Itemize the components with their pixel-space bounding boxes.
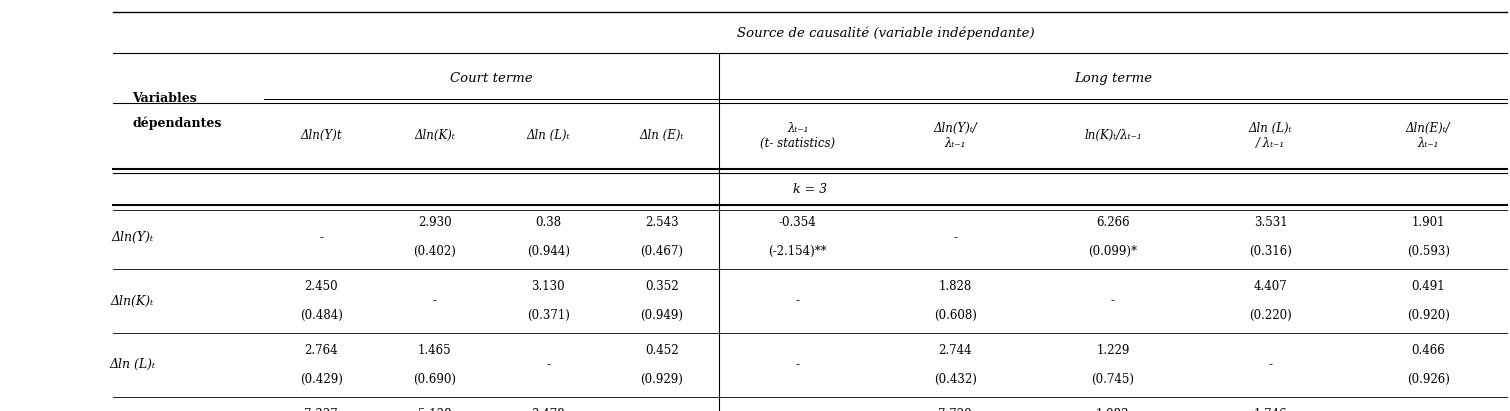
Text: (0.099)*: (0.099)*: [1089, 245, 1137, 258]
Text: -: -: [547, 358, 550, 371]
Text: Δln (L)ₜ
/ λₜ₋₁: Δln (L)ₜ / λₜ₋₁: [1249, 122, 1293, 150]
Text: Δln(Y)ₜ/
λₜ₋₁: Δln(Y)ₜ/ λₜ₋₁: [933, 122, 977, 150]
Text: (0.929): (0.929): [640, 373, 684, 386]
Text: (0.429): (0.429): [299, 373, 343, 386]
Text: (0.926): (0.926): [1407, 373, 1450, 386]
Text: λₜ₋₁
(t- statistics): λₜ₋₁ (t- statistics): [760, 122, 835, 150]
Text: Variables: Variables: [133, 92, 196, 105]
Text: 1.901: 1.901: [1412, 217, 1445, 229]
Text: (0.944): (0.944): [527, 245, 569, 258]
Text: 0.466: 0.466: [1412, 344, 1445, 357]
Text: 3.531: 3.531: [1253, 217, 1288, 229]
Text: Δln (L)ₜ: Δln (L)ₜ: [109, 358, 156, 371]
Text: -: -: [953, 231, 957, 244]
Text: Δln(Y)ₜ: Δln(Y)ₜ: [112, 231, 153, 244]
Text: (0.402): (0.402): [414, 245, 456, 258]
Text: (0.467): (0.467): [640, 245, 684, 258]
Text: (0.608): (0.608): [933, 309, 977, 322]
Text: -0.354: -0.354: [779, 217, 817, 229]
Text: 1.828: 1.828: [939, 280, 972, 293]
Text: k = 3: k = 3: [793, 183, 827, 196]
Text: 0.38: 0.38: [535, 217, 562, 229]
Text: 0.452: 0.452: [645, 344, 680, 357]
Text: -: -: [796, 358, 800, 371]
Text: (0.484): (0.484): [299, 309, 343, 322]
Text: (0.745): (0.745): [1092, 373, 1134, 386]
Text: 2.764: 2.764: [304, 344, 338, 357]
Text: (0.316): (0.316): [1249, 245, 1293, 258]
Text: (0.920): (0.920): [1407, 309, 1450, 322]
Text: 2.450: 2.450: [304, 280, 338, 293]
Text: 2.744: 2.744: [938, 344, 972, 357]
Text: 7.337: 7.337: [304, 408, 338, 411]
Text: Long terme: Long terme: [1074, 72, 1152, 85]
Text: (0.690): (0.690): [414, 373, 456, 386]
Text: 1.465: 1.465: [418, 344, 451, 357]
Text: (0.949): (0.949): [640, 309, 684, 322]
Text: ln(K)ₜ/λₜ₋₁: ln(K)ₜ/λₜ₋₁: [1084, 129, 1142, 142]
Text: 3.478: 3.478: [532, 408, 565, 411]
Text: (0.220): (0.220): [1249, 309, 1293, 322]
Text: 0.352: 0.352: [645, 280, 680, 293]
Text: Court terme: Court terme: [450, 72, 533, 85]
Text: 6.266: 6.266: [1096, 217, 1129, 229]
Text: Δln(K)ₜ: Δln(K)ₜ: [414, 129, 455, 142]
Text: -: -: [433, 295, 436, 307]
Text: Δln (L)ₜ: Δln (L)ₜ: [527, 129, 571, 142]
Text: (-2.154)**: (-2.154)**: [769, 245, 827, 258]
Text: (0.593): (0.593): [1407, 245, 1450, 258]
Text: -: -: [319, 231, 323, 244]
Text: -: -: [796, 295, 800, 307]
Text: 7.720: 7.720: [938, 408, 972, 411]
Text: -: -: [1268, 358, 1273, 371]
Text: 5.138: 5.138: [418, 408, 451, 411]
Text: 1.983: 1.983: [1096, 408, 1129, 411]
Text: -: -: [1111, 295, 1114, 307]
Text: 1.746: 1.746: [1253, 408, 1288, 411]
Text: Δln(Y)t: Δln(Y)t: [300, 129, 341, 142]
Text: Δln(E)ₜ/
λₜ₋₁: Δln(E)ₜ/ λₜ₋₁: [1406, 122, 1451, 150]
Text: Source de causalité (variable indépendante): Source de causalité (variable indépendan…: [737, 26, 1034, 39]
Text: 2.930: 2.930: [418, 217, 451, 229]
Text: 4.407: 4.407: [1253, 280, 1288, 293]
Text: 3.130: 3.130: [532, 280, 565, 293]
Text: 1.229: 1.229: [1096, 344, 1129, 357]
Text: 2.543: 2.543: [645, 217, 680, 229]
Text: Δln(K)ₜ: Δln(K)ₜ: [110, 295, 154, 307]
Text: dépendantes: dépendantes: [133, 117, 222, 130]
Text: (0.371): (0.371): [527, 309, 569, 322]
Text: (0.432): (0.432): [933, 373, 977, 386]
Text: Δln (E)ₜ: Δln (E)ₜ: [640, 129, 684, 142]
Text: 0.491: 0.491: [1412, 280, 1445, 293]
